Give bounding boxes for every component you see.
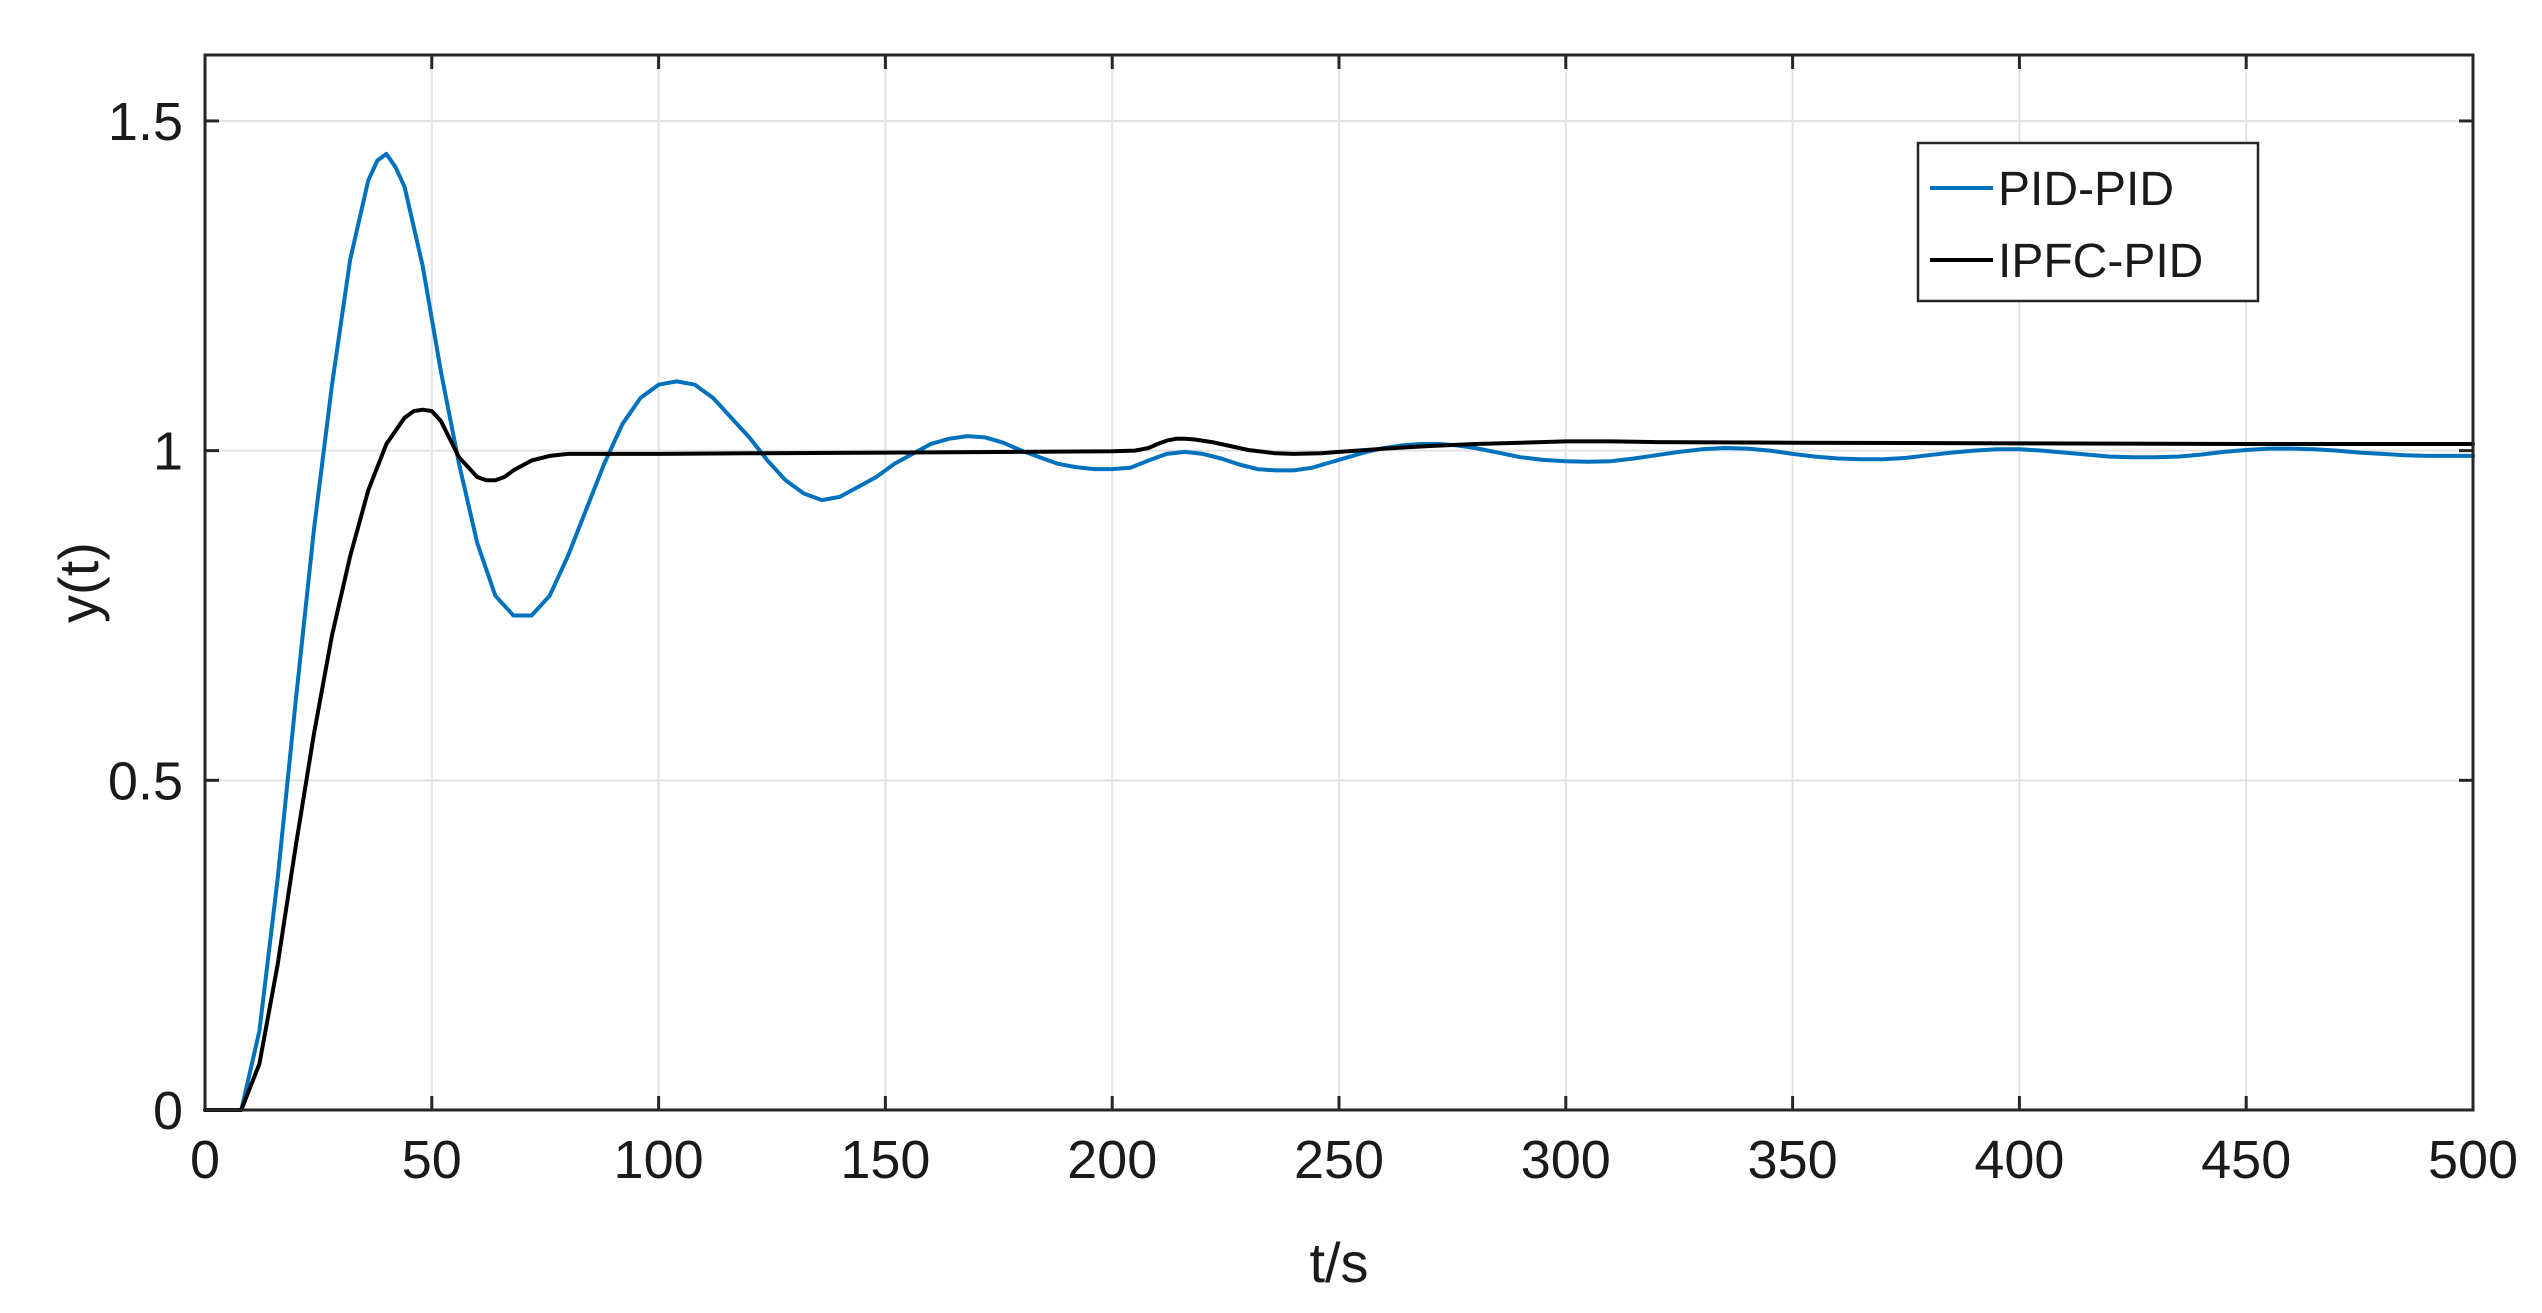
x-tick-label: 400 xyxy=(1974,1130,2064,1190)
x-tick-label: 200 xyxy=(1067,1130,1157,1190)
x-tick-label: 300 xyxy=(1521,1130,1611,1190)
legend-label-pid-pid: PID-PID xyxy=(1998,163,2174,216)
x-axis-title: t/s xyxy=(1309,1231,1368,1294)
x-tick-label: 250 xyxy=(1294,1130,1384,1190)
y-tick-label: 0.5 xyxy=(108,751,183,811)
series-line-pid-pid xyxy=(203,151,2475,1112)
ticks xyxy=(203,55,2475,1112)
x-tick-label: 100 xyxy=(614,1130,704,1190)
x-tick-label: 0 xyxy=(190,1130,220,1190)
x-tick-label: 500 xyxy=(2428,1130,2518,1190)
legend-box xyxy=(1916,141,2260,303)
x-tick-label: 50 xyxy=(402,1130,462,1190)
series-line-ipfc-pid xyxy=(203,407,2475,1112)
y-axis-title: y(t) xyxy=(47,542,110,623)
y-tick-label: 1.5 xyxy=(108,92,183,152)
x-tick-label: 350 xyxy=(1748,1130,1838,1190)
x-tick-label: 150 xyxy=(840,1130,930,1190)
x-tick-label: 450 xyxy=(2201,1130,2291,1190)
legend: PID-PID IPFC-PID xyxy=(1916,141,2260,303)
series-layer xyxy=(203,151,2475,1112)
legend-label-ipfc-pid: IPFC-PID xyxy=(1998,235,2203,288)
x-tick-labels: 0 50 100 150 200 250 300 350 400 450 500 xyxy=(190,1130,2518,1190)
y-tick-label: 1 xyxy=(153,422,183,482)
y-tick-labels: 0 0.5 1 1.5 xyxy=(108,92,183,1141)
y-tick-label: 0 xyxy=(153,1081,183,1141)
